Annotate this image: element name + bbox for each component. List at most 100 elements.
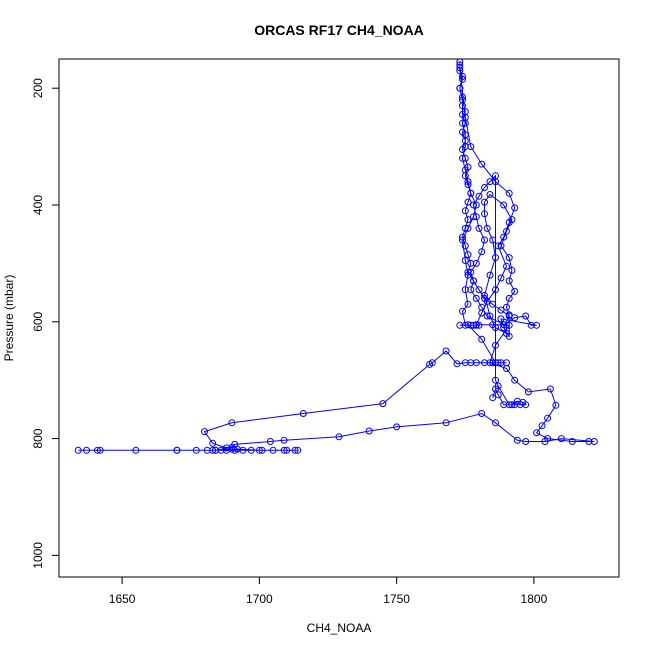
data-point	[481, 236, 488, 244]
data-point	[459, 233, 466, 241]
data-point	[212, 446, 219, 454]
data-point	[464, 216, 472, 224]
data-point	[209, 439, 217, 447]
data-point	[459, 73, 466, 80]
data-point	[74, 446, 82, 454]
data-point	[481, 198, 488, 206]
data-point	[247, 446, 255, 454]
data-point	[467, 143, 475, 151]
data-point	[453, 360, 461, 368]
data-point	[459, 119, 466, 127]
data-point	[464, 268, 472, 276]
data-point	[533, 321, 541, 329]
data-point	[192, 446, 200, 454]
data-point	[83, 446, 90, 454]
data-point	[294, 446, 302, 454]
data-point	[489, 236, 497, 244]
data-point	[508, 401, 516, 409]
data-point	[494, 391, 502, 399]
data-point	[461, 224, 469, 232]
data-point	[283, 446, 291, 454]
data-point	[503, 303, 510, 311]
data-point	[505, 189, 513, 197]
data-point	[481, 359, 488, 367]
y-tick-label: 400	[31, 195, 45, 215]
data-point	[486, 191, 494, 198]
data-point	[472, 294, 480, 302]
data-point	[546, 385, 554, 393]
series-line	[78, 61, 595, 451]
data-point	[203, 446, 211, 454]
data-point	[508, 266, 516, 274]
data-point	[461, 166, 469, 174]
data-point	[459, 93, 466, 101]
data-point	[568, 438, 576, 445]
data-point	[223, 444, 230, 452]
data-point	[280, 446, 288, 454]
data-point	[239, 446, 247, 454]
data-point	[483, 312, 491, 320]
data-point	[503, 262, 510, 270]
data-point	[472, 213, 480, 221]
data-point	[505, 294, 513, 302]
data-point	[492, 172, 499, 180]
data-point	[486, 312, 494, 320]
data-point	[544, 414, 552, 422]
data-point	[464, 178, 472, 186]
data-point	[497, 242, 505, 250]
data-point	[500, 321, 508, 329]
data-point	[470, 201, 477, 209]
data-point	[478, 410, 486, 417]
data-point	[228, 419, 236, 427]
data-point	[461, 154, 469, 162]
data-point	[557, 435, 565, 443]
data-point	[522, 312, 530, 320]
data-point	[500, 401, 508, 409]
data-point	[497, 306, 505, 314]
data-point	[464, 224, 472, 232]
data-point	[478, 309, 486, 317]
data-point	[459, 75, 466, 83]
data-point	[464, 300, 472, 308]
data-point	[505, 277, 513, 285]
data-point	[505, 254, 513, 262]
data-point	[258, 446, 266, 454]
data-point	[503, 227, 510, 235]
data-point	[541, 438, 549, 445]
data-point	[269, 446, 277, 454]
x-tick-label: 1650	[109, 592, 136, 606]
data-point	[497, 274, 505, 282]
data-point	[472, 359, 480, 367]
data-point	[464, 198, 472, 206]
data-point	[266, 438, 274, 445]
data-point	[513, 397, 521, 405]
data-point	[461, 242, 469, 250]
data-point	[489, 394, 497, 402]
data-point	[503, 359, 510, 367]
data-point	[486, 271, 494, 279]
data-point	[500, 201, 508, 209]
data-point	[379, 400, 387, 408]
data-point	[497, 315, 505, 323]
data-point	[464, 181, 472, 189]
x-axis-label: CH4_NOAA	[307, 621, 372, 635]
data-point	[505, 312, 513, 320]
data-point	[533, 429, 541, 437]
data-point	[492, 286, 499, 294]
data-point	[280, 436, 288, 444]
data-point	[93, 446, 101, 454]
data-point	[508, 216, 516, 224]
data-point	[456, 64, 464, 72]
data-point	[428, 359, 436, 367]
data-point	[486, 178, 494, 186]
data-point	[527, 321, 535, 329]
data-point	[472, 321, 480, 329]
data-point	[590, 438, 598, 445]
data-point	[492, 376, 499, 384]
y-tick-label: 200	[31, 78, 45, 98]
data-point	[470, 213, 477, 221]
data-point	[461, 257, 469, 264]
y-tick-label: 1000	[31, 542, 45, 569]
data-point	[494, 242, 502, 250]
data-marks	[74, 58, 598, 454]
